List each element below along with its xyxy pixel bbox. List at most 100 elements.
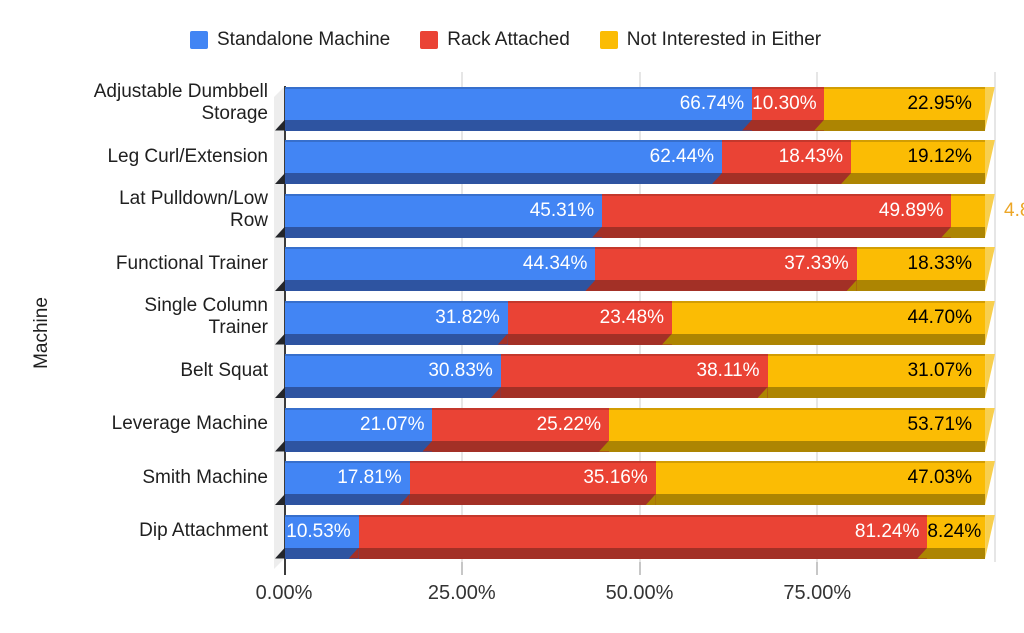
bar-segment-standalone-machine[interactable]: 44.34% [285,247,596,291]
chart-legend: Standalone Machine Rack Attached Not Inter… [190,29,821,51]
bar-segment-face [722,140,852,173]
bar-segment-shadow [285,547,359,559]
category-label: Leverage Machine [111,413,268,434]
bar-segment-not-interested-in-either[interactable]: 18.33% [846,247,985,291]
bar-segment-not-interested-in-either[interactable]: 22.95% [814,86,985,131]
data-label: 10.30% [752,92,817,114]
data-label: 62.44% [649,146,715,167]
bar-segment-face [927,514,986,548]
bar-segment-standalone-machine[interactable]: 31.82% [285,300,508,345]
bar-segment-face [358,514,928,548]
bar-left-bevel [275,173,285,184]
bar-segment-shadow [500,387,768,398]
x-axis-label: 25.00% [427,582,496,604]
bar-end-cap [985,300,995,345]
bar-row: 62.44% 18.43% 19.12% [275,140,995,184]
bar-segment-shadow [824,119,985,131]
bar-segment-not-interested-in-either[interactable]: 44.70% [662,300,985,345]
bar-segment-face [285,461,410,494]
bar-segment-shadow [432,440,610,452]
category-label: Dip Attachment [139,520,268,541]
bar-segment-face [856,247,985,280]
bar-segment-not-interested-in-either[interactable]: 8.24% [917,514,986,559]
bar-segment-shadow [285,333,508,345]
bar-segment-joint [645,494,656,505]
bar-segment-shadow [602,226,952,238]
bar-end-cap [985,407,995,452]
bar-segment-not-interested-in-either[interactable]: 47.03% [645,461,985,505]
bar-segment-face [409,461,656,494]
data-label: 10.53% [286,520,351,542]
bar-segment-standalone-machine[interactable]: 62.44% [285,140,723,184]
gridline [994,72,996,562]
x-axis-label: 50.00% [605,582,674,604]
bar-segment-shadow [285,226,603,238]
bar-segment-face [285,407,433,441]
bar-segment-face [609,407,985,441]
chart-3d-wall [274,86,285,569]
bar-end-cap [985,461,995,505]
bar-left-bevel [275,547,285,559]
outside-data-label: 4.8 [1004,200,1024,221]
bar-end-cap [985,514,996,559]
bar-segment-shadow [767,387,986,398]
bar-segment-rack-attached[interactable]: 10.30% [742,86,825,131]
bar-segment-rack-attached[interactable]: 25.22% [422,407,610,452]
bar-segment-face [767,354,986,387]
bar-segment-standalone-machine[interactable]: 21.07% [285,407,433,452]
data-label: 18.33% [907,253,972,274]
bar-segment-standalone-machine[interactable]: 66.74% [285,86,753,131]
bar-end-cap [985,193,995,238]
legend-item-1[interactable]: Standalone Machine [190,29,390,51]
legend-item-2[interactable]: Rack Attached [420,29,570,51]
data-label: 21.07% [360,413,425,435]
bar-segment-shadow [409,494,656,505]
bar-segment-joint [757,387,768,398]
bar-segment-not-interested-in-either[interactable] [941,193,985,238]
bar-segment-joint [592,226,603,238]
bar-segment-standalone-machine[interactable]: 17.81% [285,461,410,505]
bar-segment-joint [399,494,410,505]
data-label: 44.34% [522,253,588,274]
bar-segment-joint [814,119,825,131]
bar-segment-rack-attached[interactable]: 81.24% [348,514,928,559]
bar-segment-not-interested-in-either[interactable]: 31.07% [757,354,986,398]
bar-segment-joint [348,547,359,559]
legend-swatch-icon [599,31,618,49]
bar-segment-rack-attached[interactable]: 49.89% [592,193,952,238]
x-axis-label: 75.00% [783,582,852,604]
bar-segment-standalone-machine[interactable]: 10.53% [285,514,359,559]
bar-segment-rack-attached[interactable]: 38.11% [490,354,768,398]
bar-row: 21.07% 25.22% 53.71% [275,407,995,452]
bar-segment-rack-attached[interactable]: 35.16% [399,461,656,505]
bar-segment-face [285,193,603,227]
bar-segment-face [285,140,723,173]
bar-segment-rack-attached[interactable]: 37.33% [585,247,857,291]
bar-segment-shadow [285,387,501,398]
data-label: 37.33% [784,253,849,274]
axis-tick [638,562,641,575]
bar-segment-rack-attached[interactable]: 18.43% [712,140,852,184]
legend-label: Standalone Machine [217,29,391,50]
bar-segment-face [752,86,825,120]
category-label: Smith Machine [142,466,268,488]
bar-segment-rack-attached[interactable]: 23.48% [497,300,673,345]
bar-segment-not-interested-in-either[interactable]: 53.71% [599,407,985,452]
bar-segment-joint [490,387,501,398]
data-label: 18.43% [778,146,844,167]
bar-segment-shadow [285,119,753,131]
bar-segment-joint [585,280,596,291]
bar-segment-shadow [358,547,928,559]
bar-left-bevel [275,280,285,291]
bar-segment-shadow [285,440,433,452]
bar-segment-joint [599,440,610,452]
data-label: 45.31% [529,199,595,221]
bar-segment-not-interested-in-either[interactable]: 19.12% [841,140,985,184]
bar-segment-standalone-machine[interactable]: 45.31% [285,193,603,238]
bar-row: 66.74% 10.30% 22.95% [275,86,995,131]
data-label: 17.81% [337,467,402,488]
legend-item-3[interactable]: Not Interested in Either [599,29,821,51]
bar-segment-standalone-machine[interactable]: 30.83% [285,354,501,398]
bar-segment-shadow [951,226,985,238]
